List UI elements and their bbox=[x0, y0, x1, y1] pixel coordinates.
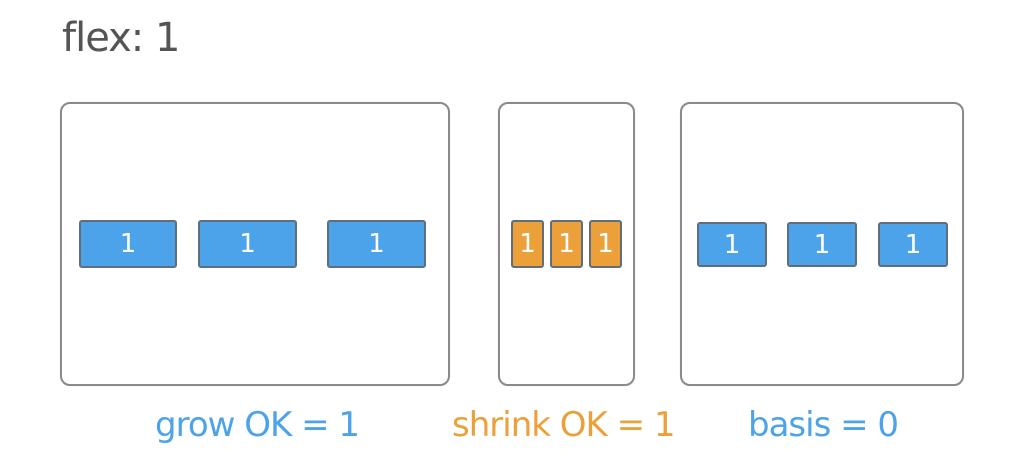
grow-item-1: 1 bbox=[79, 220, 177, 268]
basis-item-1: 1 bbox=[697, 222, 767, 267]
basis-caption: basis = 0 bbox=[748, 405, 899, 445]
diagram-title: flex: 1 bbox=[62, 15, 180, 61]
grow-caption: grow OK = 1 bbox=[155, 405, 360, 445]
shrink-panel: 1 1 1 bbox=[498, 102, 635, 386]
basis-item-3: 1 bbox=[878, 222, 948, 267]
basis-panel: 1 1 1 bbox=[680, 102, 964, 386]
grow-panel: 1 1 1 bbox=[60, 102, 450, 386]
grow-item-2: 1 bbox=[198, 220, 297, 268]
shrink-item-2: 1 bbox=[550, 220, 583, 268]
shrink-item-1: 1 bbox=[511, 220, 544, 268]
shrink-item-3: 1 bbox=[589, 220, 622, 268]
basis-item-2: 1 bbox=[787, 222, 857, 267]
grow-item-3: 1 bbox=[327, 220, 426, 268]
shrink-caption: shrink OK = 1 bbox=[452, 405, 676, 445]
